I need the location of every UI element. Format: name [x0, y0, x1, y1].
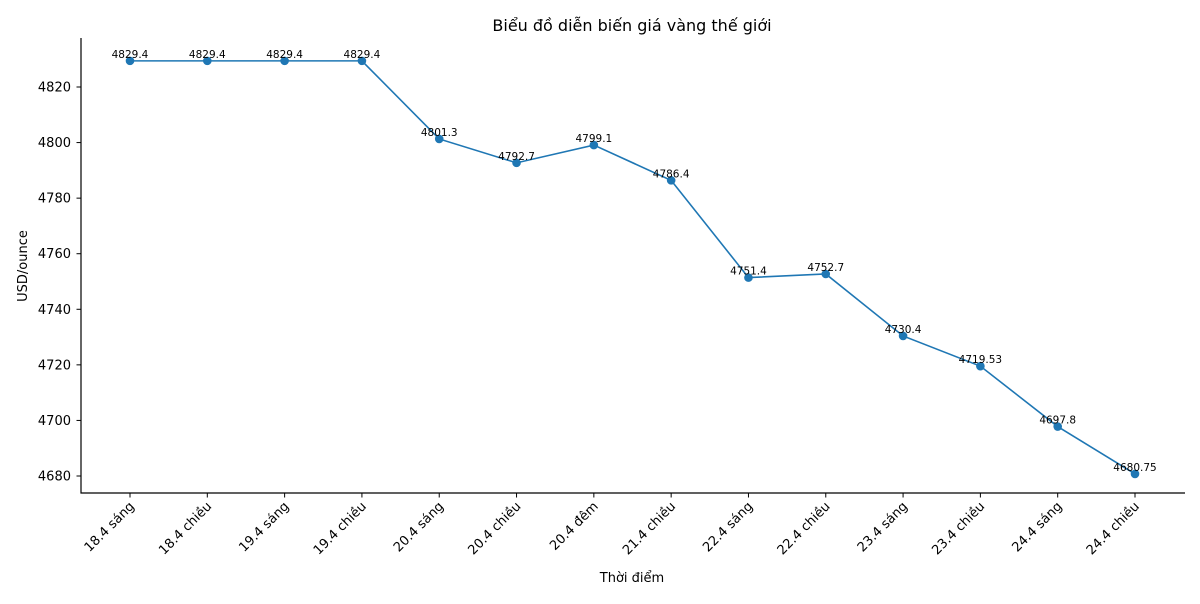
- data-point-marker[interactable]: [125, 56, 135, 66]
- y-tick-label: 4800: [38, 136, 71, 151]
- data-point-marker[interactable]: [1053, 422, 1062, 431]
- data-point-marker[interactable]: [666, 176, 676, 185]
- x-tick-label: 23.4 sáng: [855, 499, 911, 555]
- data-label: 4799.1: [575, 133, 612, 145]
- y-tick-label: 4700: [38, 414, 71, 429]
- data-label: 4719.53: [959, 354, 1002, 366]
- y-tick-label: 4780: [38, 192, 71, 207]
- data-label: 4792.7: [498, 151, 535, 163]
- x-tick-label: 19.4 sáng: [236, 499, 292, 555]
- data-label: 4829.4: [112, 49, 149, 61]
- data-point-marker[interactable]: [280, 56, 289, 66]
- x-tick-label: 24.4 sáng: [1009, 499, 1065, 555]
- data-point-marker[interactable]: [357, 56, 367, 66]
- x-axis-label: Thời điểm: [599, 571, 664, 586]
- x-tick-label: 20.4 sáng: [391, 499, 447, 555]
- x-tick-label: 20.4 chiều: [465, 499, 524, 558]
- data-label: 4829.4: [189, 49, 226, 61]
- axes: [80, 38, 1185, 494]
- data-label: 4730.4: [885, 324, 922, 336]
- y-tick-label: 4740: [38, 303, 71, 318]
- x-tick-label: 18.4 sáng: [82, 499, 138, 555]
- x-tick-label: 22.4 chiều: [775, 499, 834, 558]
- data-label: 4829.4: [344, 49, 381, 61]
- data-label: 4680.75: [1113, 462, 1156, 474]
- data-series: 4829.4 4829.4 4829.4 4829.4 4801.3 4792.7 4799…: [112, 49, 1157, 479]
- data-point-marker[interactable]: [203, 56, 212, 66]
- data-label: 4751.4: [730, 266, 767, 278]
- x-tick-label: 20.4 đêm: [547, 499, 601, 553]
- data-point-marker[interactable]: [976, 361, 985, 371]
- data-point-marker[interactable]: [434, 134, 444, 144]
- x-tick-label: 18.4 chiều: [156, 499, 215, 558]
- y-ticks: 4680 4700 4720 4740 4760 4780 4800 4820: [38, 81, 81, 485]
- data-label: 4829.4: [266, 49, 303, 61]
- data-label: 4752.7: [807, 262, 844, 274]
- data-point-marker[interactable]: [744, 273, 753, 282]
- data-point-marker[interactable]: [898, 331, 908, 341]
- data-label: 4801.3: [421, 127, 458, 139]
- x-tick-label: 21.4 chiều: [620, 499, 679, 558]
- series-line: [130, 60, 1136, 475]
- x-tick-label: 19.4 chiều: [311, 499, 370, 558]
- y-tick-label: 4680: [38, 470, 71, 485]
- data-label: 4697.8: [1039, 415, 1076, 427]
- data-point-marker[interactable]: [589, 140, 599, 150]
- y-axis-label: USD/ounce: [16, 230, 31, 302]
- chart-title: Biểu đồ diễn biến giá vàng thế giới: [492, 16, 771, 35]
- x-ticks: 18.4 sáng 18.4 chiều 19.4 sáng 19.4 chiều 20…: [82, 493, 1143, 558]
- x-tick-label: 24.4 chiều: [1084, 499, 1143, 558]
- data-point-marker[interactable]: [1130, 469, 1140, 479]
- x-tick-label: 23.4 chiều: [929, 499, 988, 558]
- data-label: 4786.4: [653, 168, 690, 180]
- y-tick-label: 4820: [38, 81, 71, 96]
- y-tick-label: 4720: [38, 358, 71, 373]
- y-tick-label: 4760: [38, 247, 71, 262]
- x-tick-label: 22.4 sáng: [700, 499, 756, 555]
- data-point-marker[interactable]: [512, 158, 521, 168]
- data-point-marker[interactable]: [821, 269, 831, 279]
